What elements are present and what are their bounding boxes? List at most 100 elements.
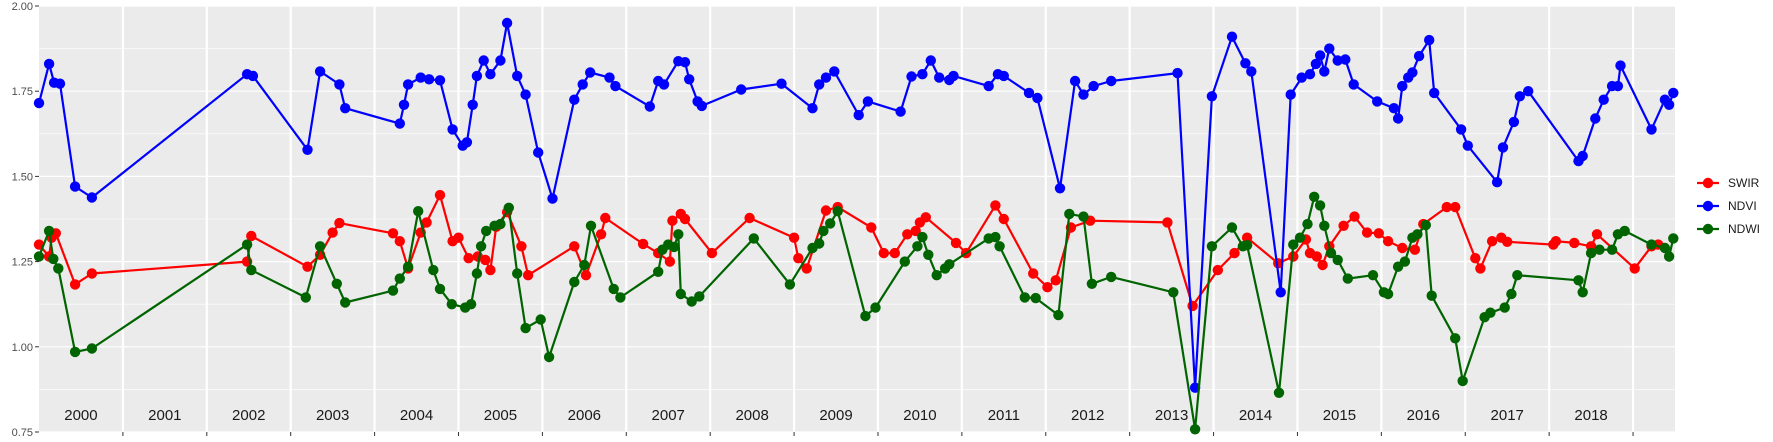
data-point-ndvi bbox=[340, 103, 351, 114]
data-point-swir bbox=[1409, 244, 1421, 255]
data-point-swir bbox=[1050, 275, 1062, 286]
data-point-ndwi bbox=[1189, 424, 1201, 435]
legend-item-swir: SWIR bbox=[1697, 176, 1760, 190]
data-point-ndvi bbox=[1054, 183, 1066, 194]
data-point-swir bbox=[1486, 236, 1498, 247]
data-point-ndwi bbox=[1367, 270, 1379, 281]
data-point-ndvi bbox=[467, 99, 478, 111]
data-point-ndwi bbox=[1573, 275, 1584, 286]
data-point-swir bbox=[820, 205, 832, 216]
data-point-ndwi bbox=[673, 229, 684, 240]
data-point-ndvi bbox=[1240, 58, 1251, 69]
data-point-swir bbox=[480, 254, 491, 266]
data-point-ndwi bbox=[1485, 307, 1496, 318]
data-point-ndvi bbox=[1462, 140, 1474, 151]
data-point-ndvi bbox=[998, 70, 1009, 82]
y-tick-label: 2.00 bbox=[12, 1, 33, 13]
data-point-swir bbox=[580, 270, 592, 281]
data-point-ndwi bbox=[340, 297, 351, 308]
data-point-ndvi bbox=[1032, 92, 1043, 104]
data-point-ndwi bbox=[579, 259, 590, 271]
data-point-ndvi bbox=[334, 79, 345, 90]
data-point-ndvi bbox=[54, 78, 66, 89]
data-point-ndvi bbox=[1424, 34, 1435, 46]
data-point-ndvi bbox=[520, 89, 531, 100]
data-point-ndvi bbox=[776, 78, 787, 89]
data-point-ndwi bbox=[668, 241, 680, 253]
data-point-swir bbox=[667, 215, 678, 226]
data-point-ndwi bbox=[43, 225, 55, 237]
data-point-ndwi bbox=[1512, 270, 1523, 281]
data-point-ndwi bbox=[413, 206, 424, 217]
data-point-ndwi bbox=[832, 206, 843, 217]
data-point-ndwi bbox=[825, 218, 836, 229]
data-point-ndvi bbox=[983, 80, 994, 92]
data-point-swir bbox=[744, 212, 755, 224]
data-point-ndvi bbox=[1069, 75, 1081, 87]
year-label: 2011 bbox=[988, 407, 1020, 424]
data-point-ndvi bbox=[1206, 91, 1218, 102]
data-point-ndwi bbox=[1594, 244, 1605, 255]
data-point-swir bbox=[1212, 264, 1224, 276]
data-point-ndwi bbox=[246, 264, 257, 276]
data-point-ndwi bbox=[569, 276, 580, 288]
data-point-ndvi bbox=[423, 74, 435, 85]
data-point-ndwi bbox=[1646, 239, 1657, 250]
data-point-ndvi bbox=[43, 58, 55, 70]
data-series bbox=[33, 17, 1679, 435]
year-label: 2018 bbox=[1574, 407, 1607, 424]
data-point-ndwi bbox=[53, 263, 64, 274]
data-point-swir bbox=[1397, 242, 1408, 254]
data-point-swir bbox=[86, 268, 98, 279]
data-point-ndwi bbox=[1412, 229, 1423, 240]
data-point-ndwi bbox=[1399, 256, 1411, 267]
data-point-ndvi bbox=[1388, 103, 1400, 114]
data-point-ndvi bbox=[829, 66, 840, 77]
data-point-swir bbox=[1162, 217, 1173, 228]
data-point-ndwi bbox=[1273, 387, 1285, 398]
data-point-ndwi bbox=[33, 251, 45, 262]
data-point-swir bbox=[1629, 263, 1640, 274]
data-point-ndvi bbox=[658, 79, 670, 90]
data-point-ndwi bbox=[1288, 239, 1299, 250]
data-point-ndvi bbox=[512, 70, 523, 82]
data-point-swir bbox=[421, 217, 432, 228]
data-point-ndvi bbox=[434, 75, 446, 86]
year-label: 2017 bbox=[1491, 407, 1524, 424]
data-point-ndvi bbox=[1615, 60, 1626, 71]
data-point-ndwi bbox=[535, 314, 546, 325]
legend-key-point bbox=[1702, 223, 1714, 235]
data-point-ndwi bbox=[1106, 271, 1117, 283]
data-point-swir bbox=[910, 225, 921, 237]
data-point-ndvi bbox=[1372, 96, 1383, 107]
data-point-ndwi bbox=[1668, 233, 1679, 244]
data-point-swir bbox=[1042, 282, 1053, 293]
data-point-swir bbox=[1317, 259, 1328, 271]
data-point-ndwi bbox=[912, 241, 923, 252]
data-point-ndvi bbox=[1429, 87, 1440, 99]
data-point-ndvi bbox=[917, 69, 928, 80]
series-swir bbox=[33, 189, 1664, 312]
data-point-ndwi bbox=[608, 283, 619, 295]
data-point-ndvi bbox=[820, 72, 832, 83]
data-point-ndvi bbox=[471, 70, 483, 82]
data-point-ndvi bbox=[1340, 54, 1351, 65]
data-point-ndwi bbox=[434, 283, 446, 295]
data-point-ndvi bbox=[394, 118, 405, 129]
data-point-swir bbox=[793, 253, 804, 264]
data-point-ndvi bbox=[86, 192, 98, 203]
data-point-ndvi bbox=[906, 71, 917, 82]
data-point-ndvi bbox=[398, 99, 410, 111]
data-point-ndwi bbox=[481, 225, 492, 237]
data-point-ndvi bbox=[415, 72, 426, 83]
data-point-swir bbox=[637, 238, 649, 250]
data-point-swir bbox=[1569, 237, 1580, 249]
legend: SWIR NDVI NDWI bbox=[1697, 176, 1760, 236]
data-point-swir bbox=[1441, 201, 1453, 213]
data-point-ndwi bbox=[543, 351, 555, 363]
data-point-swir bbox=[866, 222, 877, 233]
data-point-ndwi bbox=[653, 266, 664, 277]
data-point-ndwi bbox=[512, 268, 523, 279]
data-point-ndwi bbox=[994, 241, 1005, 252]
data-point-swir bbox=[990, 200, 1001, 211]
